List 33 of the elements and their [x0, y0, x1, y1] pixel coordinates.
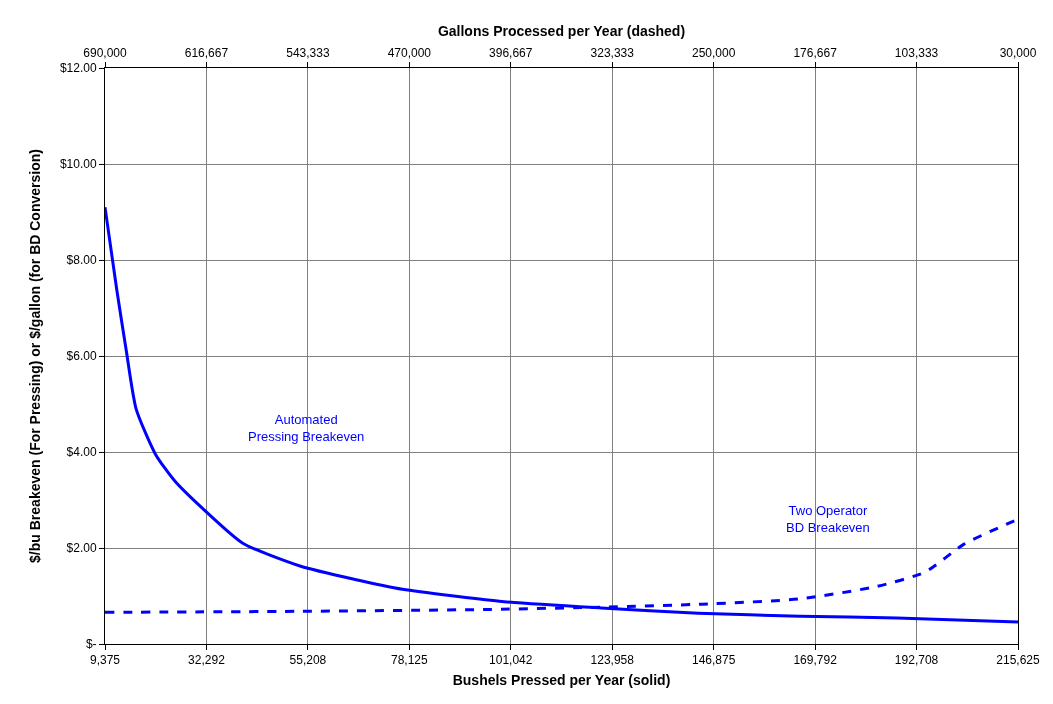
x2-tick-label: 470,000 [387, 46, 432, 61]
x-tick-label: 32,292 [188, 653, 226, 668]
x-tick-label: 9,375 [89, 653, 121, 668]
line-series [105, 205, 1018, 624]
x2-axis-title: Gallons Processed per Year (dashed) [437, 22, 686, 39]
y-tick-label: $12.00 [59, 61, 97, 76]
y-tick-label: $- [85, 637, 97, 652]
x-axis-title: Bushels Pressed per Year (solid) [452, 671, 671, 688]
y-tick-label: $6.00 [66, 349, 97, 364]
y-tick-label: $10.00 [59, 157, 97, 172]
x2-tick-label: 103,333 [894, 46, 939, 61]
x2-tick-label: 176,667 [793, 46, 838, 61]
y-tick-label: $8.00 [66, 253, 97, 268]
x-tick-label: 146,875 [691, 653, 736, 668]
y-tick-label: $2.00 [66, 541, 97, 556]
x-tick-label: 169,792 [793, 653, 838, 668]
x-tick-label: 55,208 [289, 653, 327, 668]
y-tick-label: $4.00 [66, 445, 97, 460]
x2-tick-label: 543,333 [286, 46, 330, 61]
x-tick-label: 123,958 [590, 653, 635, 668]
x-tick-label: 101,042 [489, 653, 533, 668]
x2-tick-label: 396,667 [489, 46, 533, 61]
x2-tick-label: 30,000 [999, 46, 1037, 61]
x2-tick-label: 616,667 [184, 46, 229, 61]
y-axis-title: $/bu Breakeven (For Pressing) or $/gallon (for BD Conversion) [27, 149, 44, 563]
x2-tick-label: 323,333 [590, 46, 635, 61]
x-tick-label: 78,125 [390, 653, 429, 668]
x2-tick-label: 250,000 [691, 46, 736, 61]
x-tick-label: 215,625 [996, 653, 1041, 668]
annotation: Two Operator BD Breakeven [786, 503, 870, 535]
x2-tick-label: 690,000 [83, 46, 128, 61]
x-tick-label: 192,708 [894, 653, 939, 668]
annotation: Automated Pressing Breakeven [248, 412, 365, 444]
